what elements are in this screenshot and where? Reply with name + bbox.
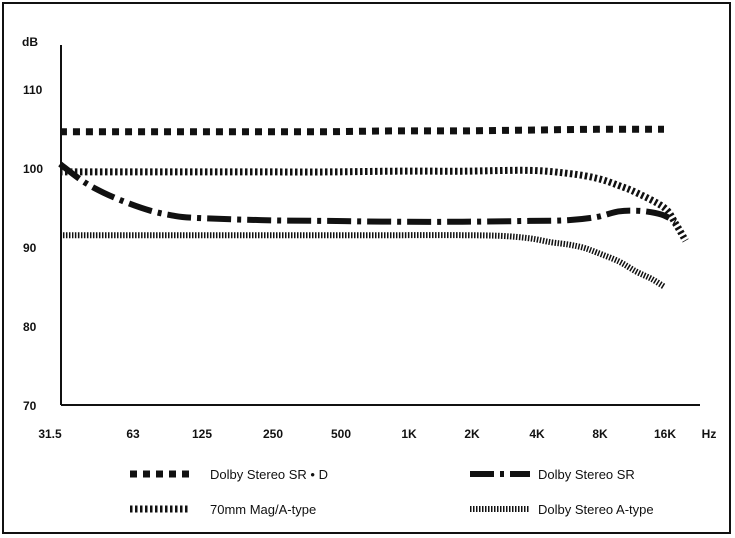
x-tick-label: 31.5 bbox=[38, 427, 62, 441]
y-tick-label: 110 bbox=[23, 83, 43, 97]
x-tick-label: 125 bbox=[192, 427, 212, 441]
x-tick-label: 250 bbox=[263, 427, 283, 441]
y-tick-label: 80 bbox=[23, 320, 37, 334]
y-tick-label: 70 bbox=[23, 399, 37, 413]
x-tick-label: 4K bbox=[529, 427, 545, 441]
y-axis: dB 70 80 90 100 110 bbox=[22, 35, 62, 413]
y-tick-label: 90 bbox=[23, 241, 37, 255]
legend-label: Dolby Stereo SR • D bbox=[210, 467, 328, 482]
series-70mm-mag-line bbox=[59, 166, 689, 243]
series-dolby-a-type-line bbox=[60, 232, 666, 290]
x-tick-label: 63 bbox=[126, 427, 140, 441]
x-tick-label: 2K bbox=[464, 427, 480, 441]
x-tick-label: 500 bbox=[331, 427, 351, 441]
x-axis: 31.5 63 125 250 500 1K 2K 4K 8K 16K Hz bbox=[38, 404, 717, 441]
x-tick-label: 16K bbox=[654, 427, 676, 441]
series-dolby-sr-d-line bbox=[60, 125, 665, 136]
legend-label: 70mm Mag/A-type bbox=[210, 502, 316, 517]
y-axis-label: dB bbox=[22, 35, 38, 49]
x-tick-label: 1K bbox=[401, 427, 417, 441]
x-axis-unit-label: Hz bbox=[702, 427, 717, 441]
legend-label: Dolby Stereo SR bbox=[538, 467, 635, 482]
legend-label: Dolby Stereo A-type bbox=[538, 502, 654, 517]
x-tick-label: 8K bbox=[592, 427, 608, 441]
y-tick-label: 100 bbox=[23, 162, 43, 176]
legend: Dolby Stereo SR • D Dolby Stereo SR 70mm M… bbox=[130, 467, 654, 517]
series-lines bbox=[58, 125, 689, 290]
